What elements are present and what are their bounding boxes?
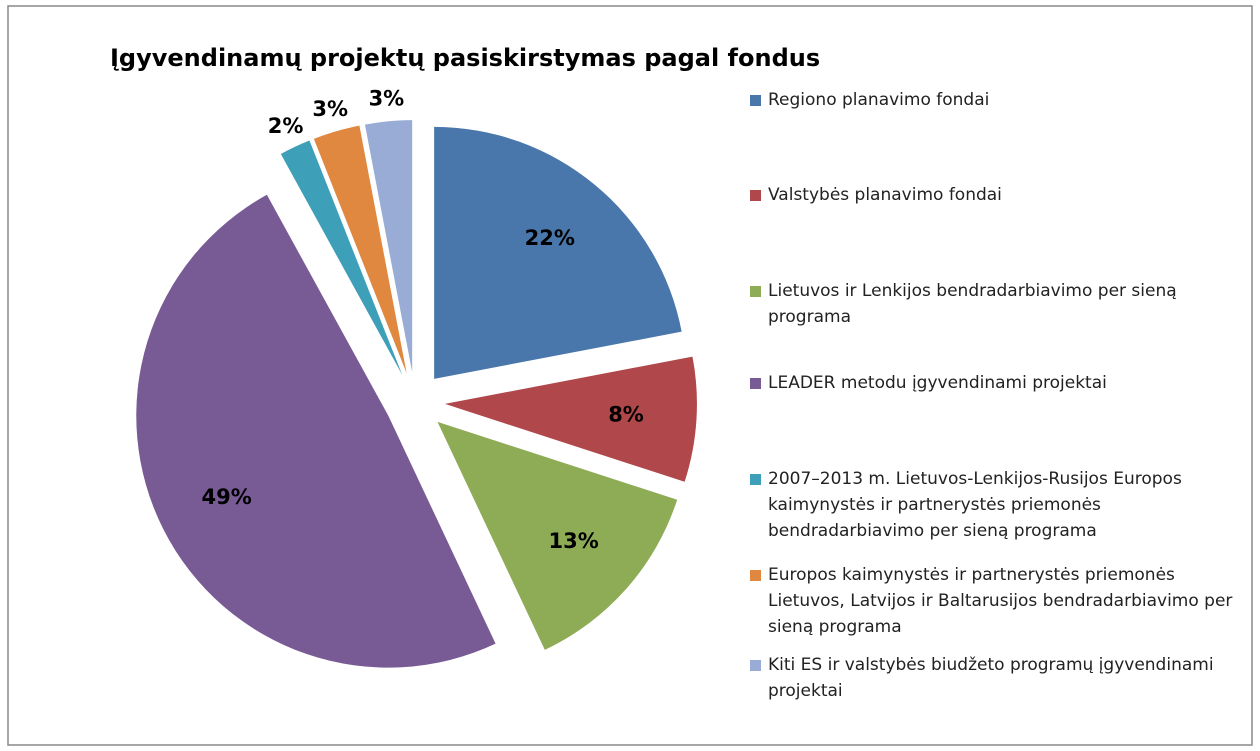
legend-label: Kiti ES ir valstybės biudžeto programų į… [768,655,1214,701]
legend-label: Lietuvos ir Lenkijos bendradarbiavimo pe… [768,281,1177,327]
data-label: 49% [201,485,251,509]
legend-item: Regiono planavimo fondai [750,87,1235,113]
legend-item: Valstybės planavimo fondai [750,182,1235,208]
legend-swatch [750,474,761,485]
pie-slice [313,125,407,374]
chart-title: Įgyvendinamų projektų pasiskirstymas pag… [110,44,820,72]
legend-swatch [750,378,761,389]
legend-item: Europos kaimynystės ir partnerystės prie… [750,562,1235,640]
data-label: 2% [268,114,304,138]
pie-slice [280,140,403,375]
legend-label: 2007–2013 m. Lietuvos-Lenkijos-Rusijos E… [768,469,1182,541]
data-label: 8% [608,402,644,426]
legend-swatch [750,190,761,201]
legend-label: Valstybės planavimo fondai [768,185,1002,205]
legend-swatch [750,660,761,671]
legend-swatch [750,570,761,581]
pie-slice [437,421,678,650]
legend-label: Europos kaimynystės ir partnerystės prie… [768,565,1233,637]
legend-label: LEADER metodu įgyvendinami projektai [768,373,1107,393]
pie-slice [434,126,682,379]
legend-swatch [750,286,761,297]
legend-item: Kiti ES ir valstybės biudžeto programų į… [750,652,1235,704]
legend-item: LEADER metodu įgyvendinami projektai [750,370,1235,396]
data-label: 3% [312,97,348,121]
legend-item: 2007–2013 m. Lietuvos-Lenkijos-Rusijos E… [750,466,1235,544]
pie-slice [364,120,413,373]
legend-label: Regiono planavimo fondai [768,90,990,110]
legend-swatch [750,95,761,106]
legend-item: Lietuvos ir Lenkijos bendradarbiavimo pe… [750,278,1235,330]
data-label: 22% [525,226,575,250]
data-label: 3% [369,86,405,110]
pie-slice [136,194,496,668]
data-label: 13% [548,529,598,553]
pie-slice [444,356,697,482]
